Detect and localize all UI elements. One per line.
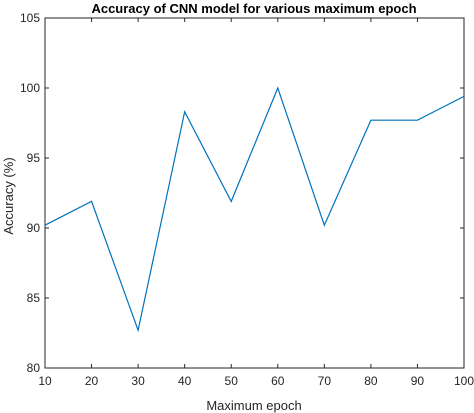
x-tick-label: 30 (131, 374, 145, 388)
x-axis-title: Maximum epoch (206, 398, 301, 413)
y-tick-label: 90 (27, 221, 41, 235)
y-tick-label: 95 (27, 151, 41, 165)
x-tick-label: 50 (225, 374, 239, 388)
x-tick-label: 100 (454, 374, 474, 388)
series-line (44, 86, 465, 333)
y-axis-title: Accuracy (%) (1, 157, 16, 234)
x-tick-label: 40 (178, 374, 192, 388)
x-tick-label: 10 (38, 374, 52, 388)
x-tick-label: 80 (364, 374, 378, 388)
y-tick-label: 80 (27, 361, 41, 375)
chart-title: Accuracy of CNN model for various maximu… (91, 1, 416, 16)
x-tick-label: 70 (318, 374, 332, 388)
x-tick-label: 60 (271, 374, 285, 388)
x-tick-label: 90 (411, 374, 425, 388)
y-tick-label: 85 (27, 291, 41, 305)
y-tick-label: 105 (20, 11, 40, 25)
plot-frame (44, 17, 465, 369)
plot-area: 10 20 30 40 50 60 70 80 90 100 80 85 90 95 100 105 (20, 11, 474, 388)
y-tick-label: 100 (20, 81, 40, 95)
x-tick-label: 20 (85, 374, 99, 388)
